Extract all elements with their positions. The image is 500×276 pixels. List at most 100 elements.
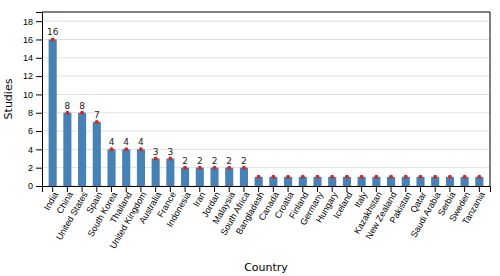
- y-tick-label: 8: [28, 108, 33, 118]
- data-label: 7: [94, 110, 100, 120]
- marker: [330, 175, 334, 179]
- y-tick: 16: [23, 35, 42, 45]
- y-tick: 10: [23, 90, 42, 100]
- marker: [183, 166, 187, 170]
- y-tick-mark: [36, 149, 42, 150]
- bar: [210, 168, 218, 186]
- y-tick-label: 14: [23, 53, 33, 63]
- x-axis: IndiaChinaUnited StatesSpainSouth KoreaT…: [42, 186, 491, 251]
- y-tick-label: 0: [28, 181, 33, 191]
- y-tick-mark: [36, 58, 42, 59]
- marker: [433, 175, 437, 179]
- bar: [49, 39, 57, 186]
- y-tick-label: 6: [28, 126, 33, 136]
- marker: [374, 175, 378, 179]
- data-label: 16: [47, 27, 59, 37]
- y-tick: 18: [23, 17, 42, 27]
- bar: [63, 113, 71, 186]
- data-label: 2: [226, 156, 232, 166]
- y-tick-label: 12: [23, 71, 33, 81]
- marker: [213, 166, 217, 170]
- marker: [139, 147, 143, 151]
- y-tick-label: 4: [28, 145, 33, 155]
- x-tick: Iceland: [331, 186, 354, 220]
- grid-line: [42, 39, 490, 40]
- data-label: 4: [123, 137, 129, 147]
- bar: [152, 159, 160, 186]
- marker: [404, 175, 408, 179]
- marker: [51, 37, 55, 41]
- marker: [271, 175, 275, 179]
- y-tick-mark: [36, 94, 42, 95]
- grid-line: [42, 57, 490, 58]
- grid-line: [42, 94, 490, 95]
- marker: [80, 111, 84, 115]
- bar: [196, 168, 204, 186]
- data-label: 3: [153, 147, 159, 157]
- y-tick: 12: [23, 71, 42, 81]
- chart: 168874443322222024681012141618IndiaChina…: [0, 0, 500, 276]
- bar: [181, 168, 189, 186]
- data-label: 4: [109, 137, 115, 147]
- marks: [49, 37, 484, 186]
- y-tick-mark: [36, 21, 42, 22]
- marker: [168, 157, 172, 161]
- bar: [137, 149, 145, 186]
- marker: [286, 175, 290, 179]
- y-tick: 0: [28, 181, 42, 191]
- data-label: 2: [182, 156, 188, 166]
- y-tick-label: 16: [23, 35, 33, 45]
- x-tick: Tanzania: [460, 186, 487, 226]
- y-tick-mark: [36, 113, 42, 114]
- grid: [42, 21, 490, 186]
- plot: 168874443322222024681012141618IndiaChina…: [23, 12, 491, 251]
- y-tick-mark: [36, 131, 42, 132]
- marker: [198, 166, 202, 170]
- bar: [122, 149, 130, 186]
- bar: [93, 122, 101, 186]
- data-labels: 168874443322222: [47, 27, 247, 165]
- y-tick-label: 18: [23, 17, 33, 27]
- frame: [490, 12, 491, 186]
- y-axis-line: [36, 13, 43, 187]
- marker: [257, 175, 261, 179]
- marker: [95, 120, 99, 124]
- marker: [124, 147, 128, 151]
- y-tick: 6: [28, 126, 42, 136]
- x-axis-title: Country: [244, 261, 288, 274]
- marker: [389, 175, 393, 179]
- marker: [315, 175, 319, 179]
- y-tick-label: 2: [28, 163, 33, 173]
- x-tick-label: Indonesia: [165, 190, 193, 229]
- grid-line: [42, 112, 490, 113]
- y-tick-mark: [36, 168, 42, 169]
- data-label: 4: [138, 137, 144, 147]
- data-label: 2: [241, 156, 247, 166]
- data-label: 2: [197, 156, 203, 166]
- y-tick: 8: [28, 108, 42, 118]
- marker: [448, 175, 452, 179]
- grid-line: [42, 21, 490, 22]
- data-label: 8: [65, 101, 71, 111]
- bar: [225, 168, 233, 186]
- frame: [42, 12, 490, 13]
- marker: [65, 111, 69, 115]
- grid-line: [42, 131, 490, 132]
- y-tick-mark: [36, 39, 42, 40]
- data-label: 2: [212, 156, 218, 166]
- y-tick: 4: [28, 145, 42, 155]
- y-tick: 2: [28, 163, 42, 173]
- y-tick-mark: [36, 186, 42, 187]
- x-tick-label: Tanzania: [460, 190, 487, 226]
- marker: [418, 175, 422, 179]
- marker: [301, 175, 305, 179]
- marker: [227, 166, 231, 170]
- bar: [166, 159, 174, 186]
- marker: [477, 175, 481, 179]
- marker: [463, 175, 467, 179]
- y-axis-title: Studies: [2, 78, 15, 119]
- x-tick: Indonesia: [165, 186, 193, 229]
- y-tick-mark: [36, 76, 42, 77]
- y-tick-label: 10: [23, 90, 33, 100]
- marker: [360, 175, 364, 179]
